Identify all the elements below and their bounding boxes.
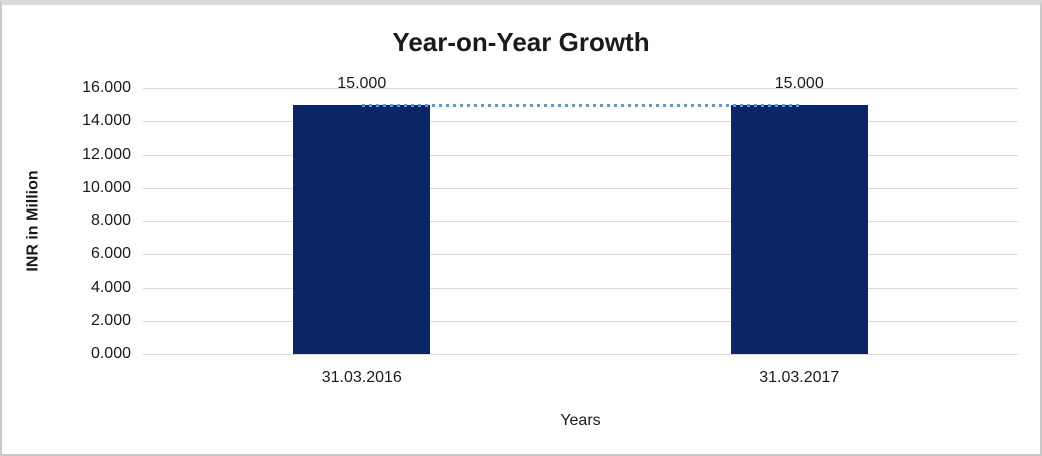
gridline xyxy=(143,88,1018,89)
y-axis-tick-label: 8.000 xyxy=(90,212,131,229)
gridline xyxy=(143,154,1018,156)
trendline-dotted xyxy=(361,103,800,107)
y-axis-tick-label: 4.000 xyxy=(90,278,131,296)
gridline xyxy=(143,354,1018,355)
data-label: 15.000 xyxy=(774,74,824,92)
y-axis-tick-label: 2.000 xyxy=(90,311,131,329)
chart-title: Year-on-Year Growth xyxy=(392,27,650,57)
x-axis-title: Years xyxy=(560,412,601,429)
x-axis-tick-label: 31.03.2016 xyxy=(321,369,402,386)
gridline xyxy=(143,187,1018,189)
plot-area: 16.000 14.000 12.000 10.000 8.000 6.000 4.000 2… xyxy=(82,75,1018,386)
x-axis-tick-label: 31.03.2017 xyxy=(759,369,840,386)
y-axis-tick-label: 16.000 xyxy=(82,79,131,96)
gridline xyxy=(143,221,1018,222)
y-axis-tick-label: 14.000 xyxy=(82,112,131,130)
data-label: 15.000 xyxy=(337,74,387,92)
gridline xyxy=(143,287,1018,289)
y-axis-tick-label: 12.000 xyxy=(82,145,131,163)
bar-31.03.2016 xyxy=(293,104,431,354)
y-axis-tick-label: 6.000 xyxy=(90,245,131,263)
gridline xyxy=(143,121,1018,123)
bar-31.03.2017 xyxy=(730,104,868,354)
y-axis-tick-label: 0.000 xyxy=(90,345,131,362)
gridline xyxy=(143,254,1018,256)
y-axis-tick-label: 10.000 xyxy=(82,178,131,196)
gridline xyxy=(143,320,1018,322)
